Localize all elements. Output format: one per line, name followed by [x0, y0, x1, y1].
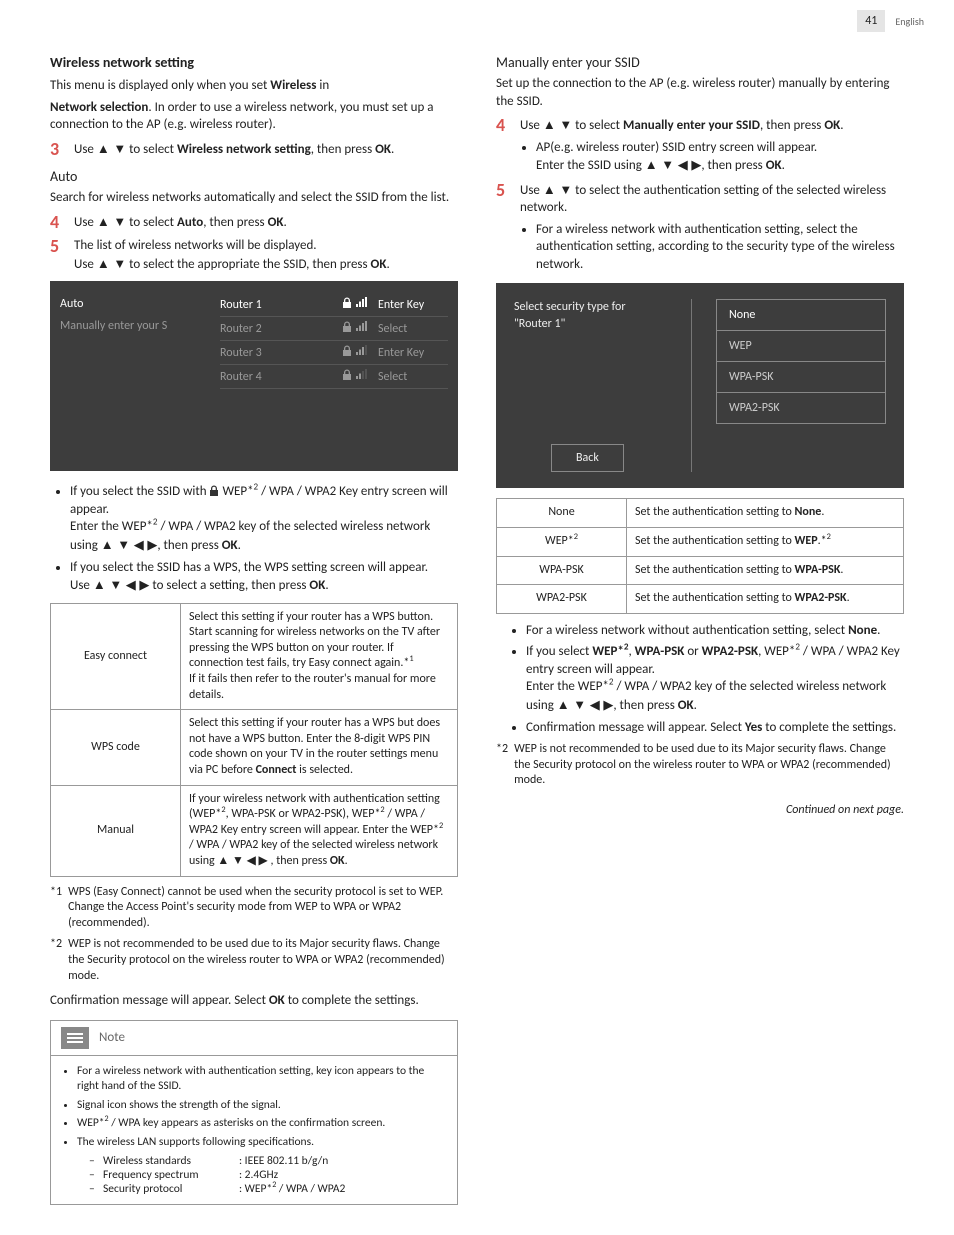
footnote-1: *1WPS (Easy Connect) cannot be used when…: [50, 885, 458, 932]
auto-intro: Search for wireless networks automatical…: [50, 189, 458, 207]
security-option[interactable]: WEP: [716, 330, 886, 362]
note-title: Note: [99, 1030, 125, 1045]
security-type-ui: Select security type for"Router 1" NoneW…: [496, 283, 904, 488]
security-option[interactable]: None: [716, 299, 886, 331]
back-button[interactable]: Back: [551, 444, 624, 472]
list-item: If you select the SSID has a WPS, the WP…: [70, 559, 458, 595]
list-item: Signal icon shows the strength of the si…: [77, 1098, 445, 1113]
lock-icon: [342, 321, 352, 336]
note-box: Note For a wireless network with authent…: [50, 1020, 458, 1206]
router-row[interactable]: Router 1 Enter Key: [220, 293, 448, 317]
lock-icon: [342, 369, 352, 384]
security-option[interactable]: WPA-PSK: [716, 361, 886, 393]
note-icon: [61, 1027, 89, 1049]
table-row: ManualIf your wireless network with auth…: [51, 785, 458, 876]
signal-icon: [356, 369, 370, 384]
list-item: WEP*2 / WPA key appears as asterisks on …: [77, 1116, 445, 1131]
spec-list: –Wireless standards: IEEE 802.11 b/g/n–F…: [89, 1154, 445, 1196]
security-option[interactable]: WPA2-PSK: [716, 392, 886, 424]
step-number: 3: [50, 140, 64, 158]
router-row[interactable]: Router 4 Select: [220, 365, 448, 389]
spec-row: –Security protocol: WEP*2 / WPA / WPA2: [89, 1182, 445, 1196]
auth-table: NoneSet the authentication setting to No…: [496, 498, 904, 613]
table-row: Easy connectSelect this setting if your …: [51, 603, 458, 710]
list-item: Confirmation message will appear. Select…: [526, 719, 904, 737]
auto-subhead: Auto: [50, 168, 458, 185]
router-ui-sidebar: AutoManually enter your S: [50, 281, 210, 471]
list-item: AP(e.g. wireless router) SSID entry scre…: [536, 139, 904, 175]
right-column: Manually enter your SSID Set up the conn…: [496, 54, 904, 1205]
note-list: For a wireless network with authenticati…: [63, 1064, 445, 1151]
step5-sub: For a wireless network with authenticati…: [536, 221, 904, 274]
footnote-2: *2WEP is not recommended to be used due …: [50, 937, 458, 984]
step4-sub: AP(e.g. wireless router) SSID entry scre…: [536, 139, 904, 175]
wps-table: Easy connectSelect this setting if your …: [50, 603, 458, 877]
list-item: The wireless LAN supports following spec…: [77, 1135, 445, 1150]
right-step-5: 5 Use ▲ ▼ to select the authentication s…: [496, 181, 904, 217]
list-item: For a wireless network with authenticati…: [77, 1064, 445, 1094]
step-3: 3 Use ▲ ▼ to select Wireless network set…: [50, 140, 458, 159]
right-step-4: 4 Use ▲ ▼ to select Manually enter your …: [496, 116, 904, 135]
signal-icon: [356, 345, 370, 360]
signal-icon: [356, 321, 370, 336]
list-item: If you select the SSID with WEP*2 / WPA …: [70, 483, 458, 554]
page-language: English: [895, 15, 924, 28]
confirm-line: Confirmation message will appear. Select…: [50, 992, 458, 1010]
security-options: NoneWEPWPA-PSKWPA2-PSK: [716, 299, 886, 472]
list-item: For a wireless network without authentic…: [526, 622, 904, 640]
list-item: If you select WEP*2, WPA-PSK or WPA2-PSK…: [526, 643, 904, 714]
router-row[interactable]: Router 2 Select: [220, 317, 448, 341]
intro-line-1: This menu is displayed only when you set…: [50, 77, 458, 95]
manual-ssid-title: Manually enter your SSID: [496, 54, 904, 71]
spec-row: –Wireless standards: IEEE 802.11 b/g/n: [89, 1154, 445, 1168]
table-row: WPS codeSelect this setting if your rout…: [51, 710, 458, 785]
page-number: 41: [857, 10, 885, 32]
lock-icon: [342, 297, 352, 312]
table-row: NoneSet the authentication setting to No…: [497, 499, 904, 528]
step-5: 5 The list of wireless networks will be …: [50, 237, 458, 273]
lock-icon: [342, 345, 352, 360]
manual-ssid-intro: Set up the connection to the AP (e.g. wi…: [496, 75, 904, 110]
router-sidebar-item[interactable]: Manually enter your S: [60, 315, 200, 337]
table-row: WPA2-PSKSet the authentication setting t…: [497, 585, 904, 614]
router-row[interactable]: Router 3 Enter Key: [220, 341, 448, 365]
signal-icon: [356, 297, 370, 312]
post-router-notes: If you select the SSID with WEP*2 / WPA …: [70, 483, 458, 594]
lock-icon: [209, 485, 219, 496]
continued-label: Continued on next page.: [496, 803, 904, 817]
router-sidebar-item[interactable]: Auto: [60, 293, 200, 315]
left-column: Wireless network setting This menu is di…: [50, 54, 458, 1205]
router-list-ui: AutoManually enter your S Router 1 Enter…: [50, 281, 458, 471]
post-auth-list: For a wireless network without authentic…: [526, 622, 904, 736]
right-footnote-2: *2WEP is not recommended to be used due …: [496, 742, 904, 789]
section-title: Wireless network setting: [50, 54, 458, 71]
table-row: WEP*2Set the authentication setting to W…: [497, 528, 904, 557]
page-header: 41 English: [857, 10, 924, 32]
step-4: 4 Use ▲ ▼ to select Auto, then press OK.: [50, 213, 458, 232]
router-ui-list: Router 1 Enter KeyRouter 2 SelectRouter …: [210, 281, 458, 471]
list-item: For a wireless network with authenticati…: [536, 221, 904, 274]
intro-line-2: Network selection. In order to use a wir…: [50, 99, 458, 134]
spec-row: –Frequency spectrum: 2.4GHz: [89, 1168, 445, 1182]
table-row: WPA-PSKSet the authentication setting to…: [497, 556, 904, 585]
